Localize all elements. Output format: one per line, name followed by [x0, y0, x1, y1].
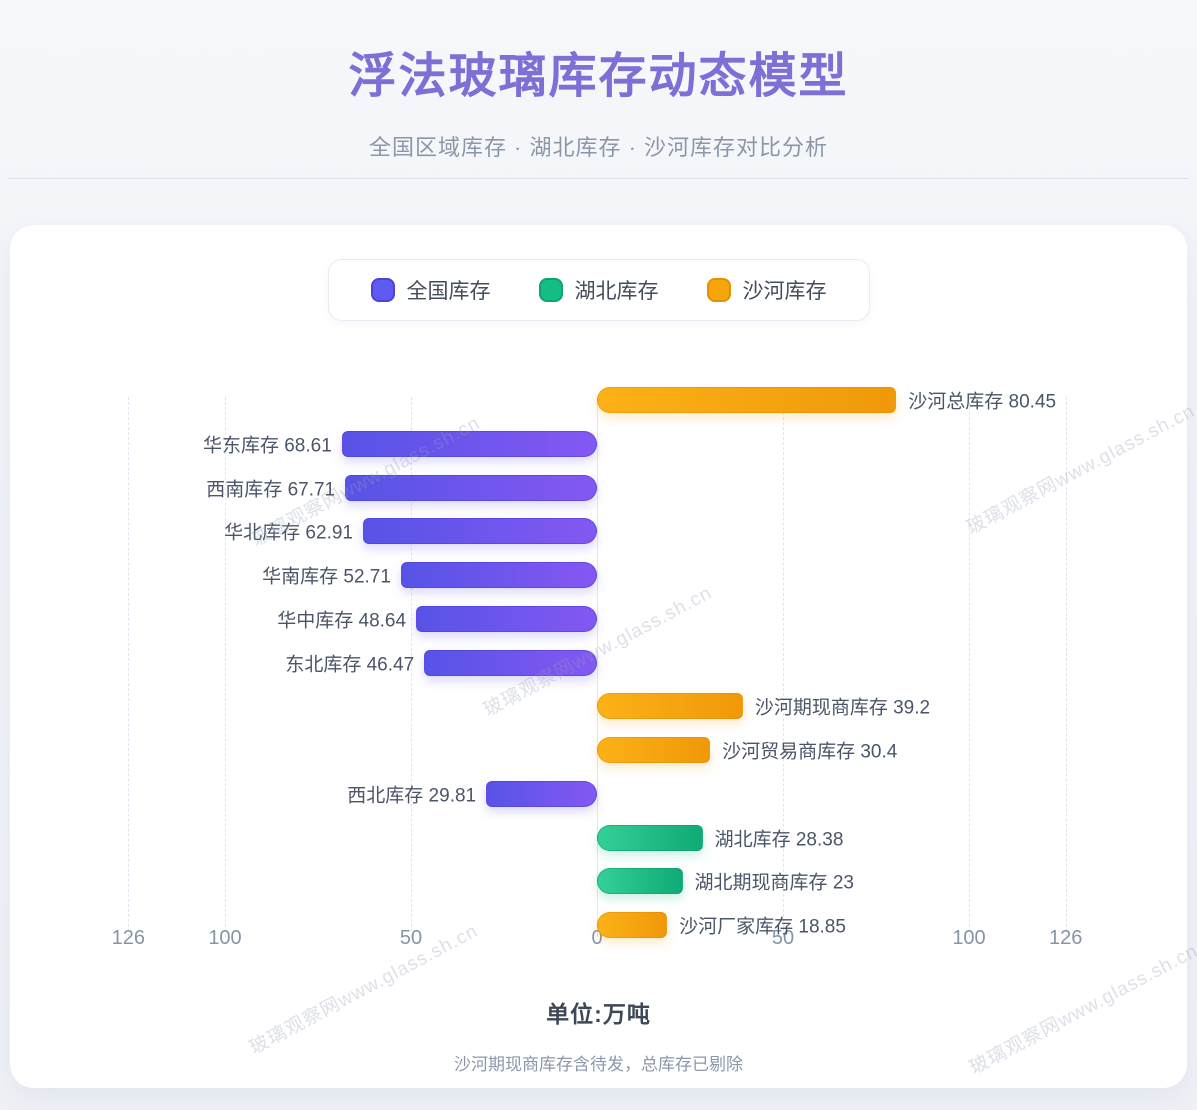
axis-gridline [969, 397, 970, 937]
chart-bar[interactable] [416, 605, 597, 632]
bar-value-label: 湖北期现商库存 23 [694, 872, 854, 894]
bar-value-label: 西北库存 29.81 [347, 785, 477, 807]
chart-bar[interactable] [597, 737, 711, 763]
axis-gridline [783, 397, 784, 937]
watermark-text: 玻璃观察网www.glass.sh.cn [963, 400, 1197, 540]
chart-bar[interactable] [486, 780, 597, 807]
legend-label: 全国库存 [406, 280, 491, 303]
axis-gridline [128, 397, 130, 937]
legend-item-hubei[interactable]: 湖北库存 [538, 275, 659, 305]
legend-item-shahe[interactable]: 沙河库存 [706, 275, 827, 305]
axis-gridline [411, 397, 412, 937]
watermark-text: 玻璃观察网www.glass.sh.cn [246, 920, 482, 1060]
axis-unit-label: 单位:万吨 [546, 1001, 651, 1027]
axis-tick-label: 100 [208, 927, 242, 949]
axis-tick-label: 126 [1049, 927, 1083, 949]
axis-tick-label: 100 [952, 927, 986, 949]
chart-bar[interactable] [400, 562, 597, 588]
bar-value-label: 沙河总库存 80.45 [908, 391, 1057, 413]
bar-value-label: 华东库存 68.61 [202, 435, 332, 457]
axis-tick-label: 126 [111, 927, 145, 949]
bar-value-label: 华中库存 48.64 [277, 610, 407, 632]
chart-card: 全国库存 湖北库存 沙河库存 126 100 50 0 50 100 126 沙河总库存 80… [10, 225, 1197, 1088]
chart-bar[interactable] [424, 649, 597, 676]
chart-bar[interactable] [597, 824, 703, 851]
bar-value-label: 华南库存 52.71 [262, 566, 391, 588]
national-series-swatch-icon [370, 278, 395, 302]
chart-legend: 全国库存 湖北库存 沙河库存 [327, 259, 870, 321]
chart-bar[interactable] [345, 474, 597, 501]
bar-value-label: 东北库存 46.47 [285, 654, 415, 675]
chart-bar[interactable] [341, 430, 597, 457]
chart-bar[interactable] [597, 693, 743, 720]
axis-gridline [225, 397, 226, 937]
axis-tick-label: 50 [399, 927, 423, 949]
page-subtitle: 全国区域库存 · 湖北库存 · 沙河库存对比分析 [368, 135, 829, 160]
bar-value-label: 沙河贸易商库存 30.4 [722, 741, 898, 763]
chart-bar[interactable] [597, 387, 897, 413]
axis-gridline [1065, 397, 1067, 937]
bar-value-label: 西南库存 67.71 [206, 479, 336, 500]
bar-value-label: 湖北库存 28.38 [714, 829, 844, 850]
axis-zero-line [597, 397, 598, 937]
bar-chart-plot-area: 126 100 50 0 50 100 126 沙河总库存 80.45 华东库存 68.61 西南… [10, 225, 1197, 1088]
bar-value-label: 沙河期现商库存 39.2 [754, 697, 931, 719]
bar-value-label: 沙河厂家库存 18.85 [679, 916, 846, 938]
legend-label: 湖北库存 [574, 280, 659, 303]
chart-bar[interactable] [597, 868, 683, 895]
legend-label: 沙河库存 [742, 280, 827, 303]
axis-tick-label: 50 [771, 927, 795, 949]
axis-tick-label: 0 [591, 927, 603, 949]
bar-value-label: 华北库存 62.91 [224, 522, 353, 544]
header-divider [8, 178, 1189, 179]
page-title: 浮法玻璃库存动态模型 [348, 50, 849, 103]
legend-item-national[interactable]: 全国库存 [370, 275, 491, 305]
hubei-series-swatch-icon [538, 278, 563, 302]
chart-bar[interactable] [362, 518, 597, 545]
chart-bar[interactable] [597, 912, 668, 938]
shahe-series-swatch-icon [706, 278, 731, 302]
chart-footnote: 沙河期现商库存含待发，总库存已剔除 [454, 1055, 743, 1074]
